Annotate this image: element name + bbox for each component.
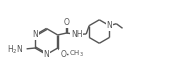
Text: H$_2$N: H$_2$N	[7, 43, 24, 56]
Text: N: N	[107, 21, 112, 30]
Text: NH: NH	[71, 30, 83, 39]
Text: N: N	[43, 50, 49, 59]
Text: O: O	[60, 50, 66, 59]
Text: CH$_3$: CH$_3$	[69, 49, 84, 59]
Text: N: N	[32, 30, 38, 40]
Text: O: O	[64, 18, 70, 27]
